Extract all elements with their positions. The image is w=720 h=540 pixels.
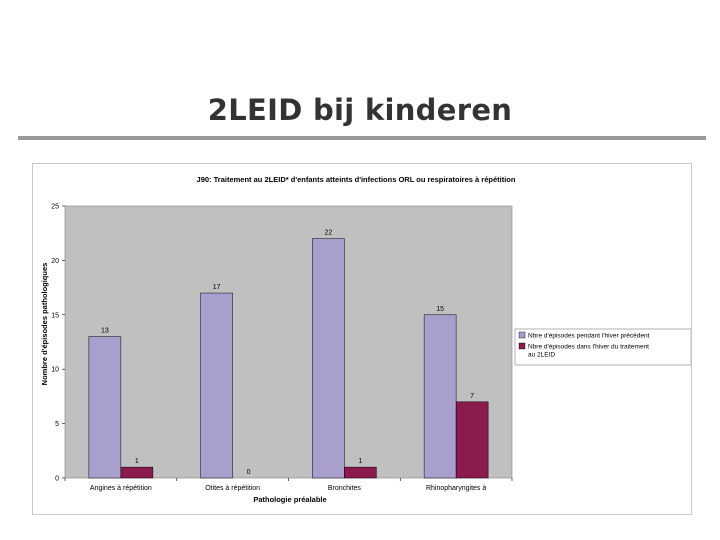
legend-label: Nbre d'épisodes dans l'hiver du traiteme… [528, 344, 649, 359]
bar [423, 314, 457, 479]
x-category-label: Bronchites [328, 485, 362, 492]
bar [200, 292, 233, 479]
x-axis-label: Pathologie préalable [253, 495, 326, 504]
y-tick-label: 0 [55, 476, 59, 483]
x-category-label: Otites à répétition [205, 485, 260, 492]
y-axis-label: Nombre d'épisodes pathologiques [40, 263, 49, 386]
bar-chart: J90: Traitement au 2LEID* d'enfants atte… [40, 175, 692, 504]
legend-label: Nbre d'épisodes pendant l'hiver précéden… [528, 333, 650, 340]
y-tick-label: 15 [51, 312, 59, 319]
bar-value-label: 1 [135, 458, 139, 465]
bar-value-label: 1 [358, 458, 362, 465]
y-axis: 0 5 10 15 20 25 [51, 204, 65, 483]
legend-box [514, 328, 692, 366]
bar-value-label: 22 [324, 230, 332, 237]
bar-series [88, 238, 489, 479]
bar [120, 466, 154, 479]
bar-value-label: 17 [213, 284, 221, 291]
chart-title: J90: Traitement au 2LEID* d'enfants atte… [197, 175, 516, 184]
bar [455, 401, 489, 479]
legend-swatch [518, 342, 526, 350]
bar [88, 336, 122, 479]
y-tick-label: 20 [51, 258, 59, 265]
y-tick-label: 5 [55, 421, 59, 428]
bar-value-label: 13 [101, 328, 109, 335]
bar-value-label: 7 [470, 393, 474, 400]
legend-swatch [518, 331, 526, 339]
bar [344, 466, 377, 479]
title-divider [18, 136, 706, 140]
y-tick-label: 25 [51, 204, 59, 211]
y-tick-label: 10 [51, 367, 59, 374]
x-axis: Angines à répétition Otites à répétition B… [64, 478, 513, 492]
chart-legend: Nbre d'épisodes pendant l'hiver précéden… [514, 328, 692, 366]
chart-container: J90: Traitement au 2LEID* d'enfants atte… [32, 163, 692, 515]
legend-label-line: au 2LEID [528, 352, 555, 359]
bar-value-label: 0 [247, 469, 251, 476]
slide-title: 2LEID bij kinderen [207, 93, 513, 127]
x-category-label: Rhinopharyngites à [426, 485, 486, 492]
bar [312, 238, 345, 479]
legend-label-line: Nbre d'épisodes pendant l'hiver précéden… [528, 333, 650, 340]
bar-value-label: 15 [436, 306, 444, 313]
legend-label-line: Nbre d'épisodes dans l'hiver du traiteme… [528, 344, 649, 351]
x-category-label: Angines à répétition [90, 485, 152, 492]
